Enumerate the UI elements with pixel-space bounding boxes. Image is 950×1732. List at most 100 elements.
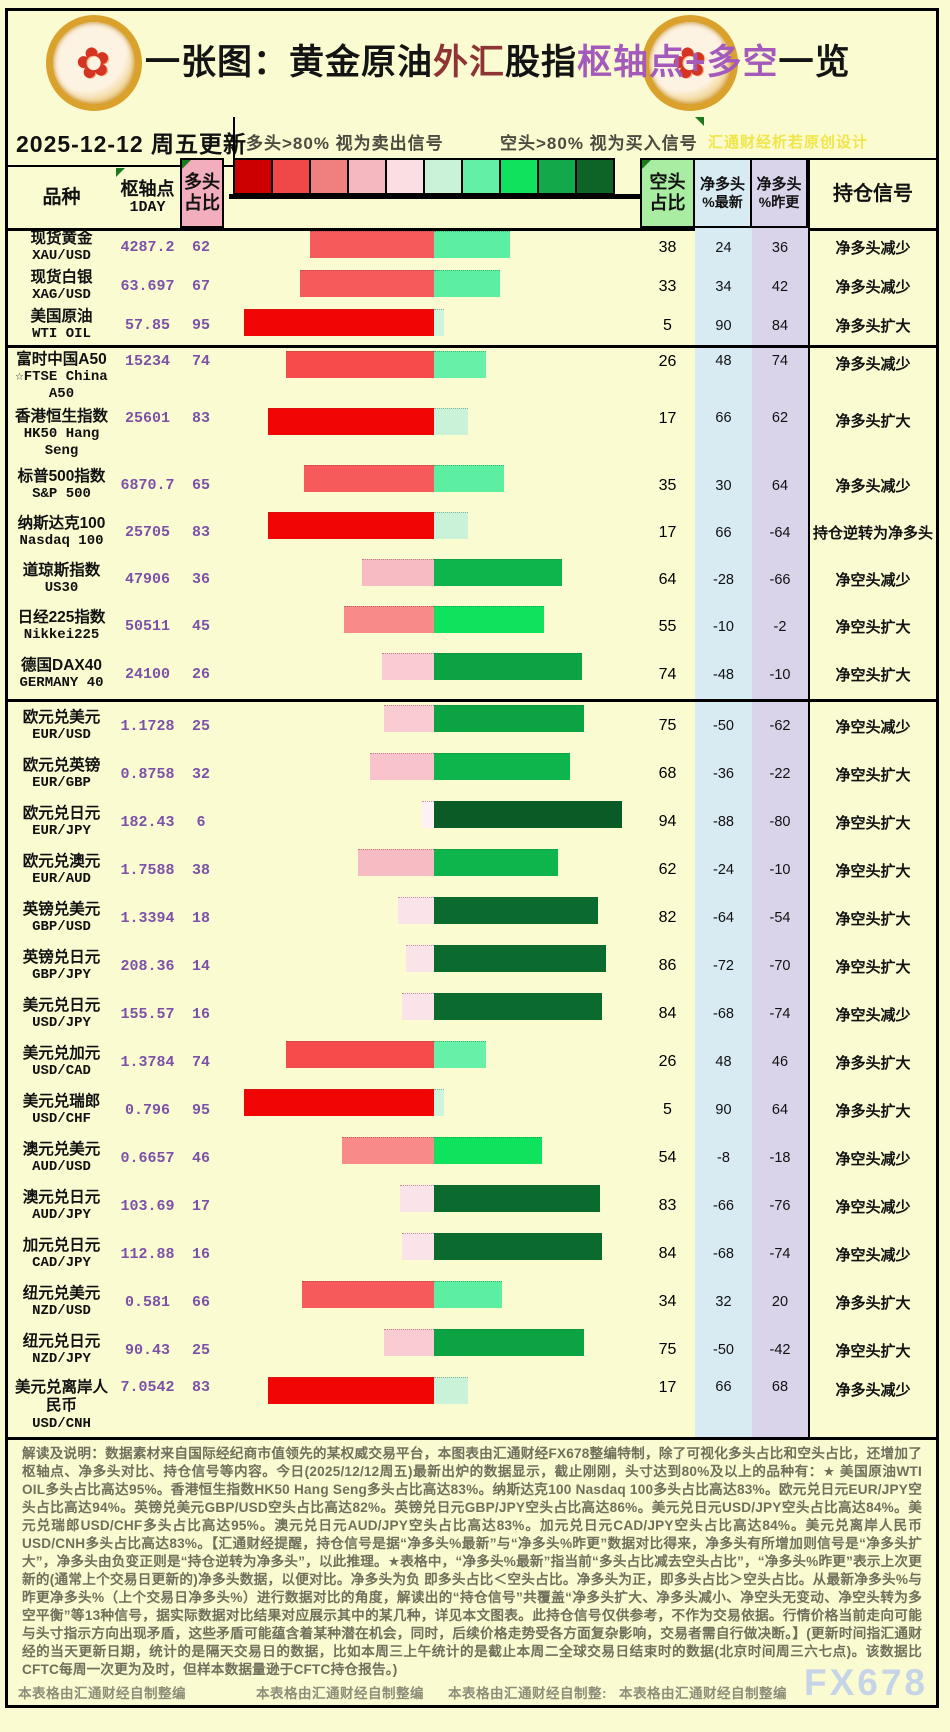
short-percent: 75 xyxy=(658,717,677,734)
pivot-value: 7.0542 xyxy=(120,1379,175,1396)
pivot-value: 4287.2 xyxy=(120,239,175,256)
long-bar xyxy=(344,606,434,633)
long-bar xyxy=(268,512,434,539)
long-short-bar xyxy=(222,1230,640,1278)
instrument-name-line: GBP/JPY xyxy=(32,966,91,983)
net-long-prev: -64 xyxy=(752,509,808,556)
short-signal-hint: 空头>80% 视为买入信号 xyxy=(500,134,698,153)
instrument-name-line: 现货白银 xyxy=(30,269,93,287)
comment-mark-icon xyxy=(116,168,125,177)
long-short-bar xyxy=(222,990,640,1038)
net-long-latest: 90 xyxy=(695,1086,752,1134)
short-bar xyxy=(434,1089,444,1116)
net-long-latest: -8 xyxy=(695,1134,752,1182)
long-short-bar xyxy=(222,556,640,603)
instrument-name: 日经225指数 Nikkei225 xyxy=(8,603,115,650)
long-percent: 83 xyxy=(191,524,210,541)
table-row: 香港恒生指数 HK50 Hang Seng 25601 83 17 66 62 净多… xyxy=(8,405,936,462)
instrument-name-line: Seng xyxy=(44,442,79,459)
instrument-name-line: S&P 500 xyxy=(32,486,91,503)
net-long-prev: -62 xyxy=(752,702,808,750)
long-percent: 26 xyxy=(191,666,210,683)
instrument-name-line: 纽元兑美元 xyxy=(22,1284,101,1302)
pivot-value: 1.3394 xyxy=(120,909,175,927)
credit-text: 本表格由汇通财经自制整编 xyxy=(256,1686,424,1701)
instrument-name-line: USD/CAD xyxy=(32,1062,91,1079)
net-long-prev: -74 xyxy=(752,1230,808,1278)
pivot-value: 103.69 xyxy=(120,1197,175,1215)
short-percent: 34 xyxy=(658,1293,677,1310)
title-segment: 一张图：黄金原油 xyxy=(145,43,434,82)
long-bar xyxy=(244,1089,434,1116)
long-bar xyxy=(402,1233,434,1260)
position-signal: 净多头减少 xyxy=(808,348,936,405)
table-row: 美元兑离岸人 民币 USD/CNH 7.0542 83 17 66 68 净多头减少 xyxy=(8,1374,936,1437)
legend-color-cell xyxy=(309,158,349,195)
pivot-value: 25705 xyxy=(124,524,170,541)
table-row: 纽元兑美元 NZD/USD 0.581 66 34 32 20 净多头扩大 xyxy=(8,1278,936,1326)
net-long-latest: -28 xyxy=(695,556,752,603)
net-long-latest: 24 xyxy=(695,228,752,267)
long-percent: 6 xyxy=(196,813,206,831)
pivot-value: 24100 xyxy=(124,666,170,683)
pivot-value: 6870.7 xyxy=(120,477,175,494)
net-long-prev: 42 xyxy=(752,267,808,306)
legend-color-cell xyxy=(423,158,463,195)
long-short-bar xyxy=(222,702,640,750)
short-percent: 5 xyxy=(663,316,672,334)
instrument-name-line: 英镑兑美元 xyxy=(22,900,101,918)
pivot-value: 182.43 xyxy=(120,813,175,831)
net-long-prev: -76 xyxy=(752,1182,808,1230)
short-percent: 26 xyxy=(658,353,677,370)
title-segment: 一览 xyxy=(778,43,851,82)
short-percent: 94 xyxy=(658,813,677,830)
position-signal: 净空头扩大 xyxy=(808,942,936,990)
instrument-name-line: NZD/JPY xyxy=(32,1350,91,1367)
long-percent: 16 xyxy=(191,1005,210,1023)
short-percent: 74 xyxy=(658,665,677,683)
instrument-name-line: 欧元兑英镑 xyxy=(22,756,101,774)
position-signal: 净多头扩大 xyxy=(808,405,936,462)
instrument-name-line: USD/JPY xyxy=(32,1014,91,1031)
col-header-signal: 持仓信号 xyxy=(808,158,936,228)
instrument-name-line: XAG/USD xyxy=(32,287,91,304)
table-row: 欧元兑澳元 EUR/AUD 1.7588 38 62 -24 -10 净空头扩大 xyxy=(8,846,936,894)
position-signal: 净空头减少 xyxy=(808,1230,936,1278)
short-percent: 17 xyxy=(658,410,677,427)
comment-mark-icon xyxy=(695,117,704,126)
net-long-latest: 48 xyxy=(695,348,752,405)
long-percent: 32 xyxy=(191,765,210,783)
color-scale-legend xyxy=(233,158,615,195)
net-long-prev: 68 xyxy=(752,1374,808,1437)
legend-color-cell xyxy=(271,158,311,195)
fx678-watermark: FX678 xyxy=(803,1662,928,1703)
instrument-name-line: HK50 Hang xyxy=(23,426,100,443)
short-bar xyxy=(434,465,504,492)
col-header-pivot: 枢轴点 1DAY xyxy=(120,178,175,217)
net-long-prev: -70 xyxy=(752,942,808,990)
net-long-latest: 66 xyxy=(695,405,752,462)
long-percent: 65 xyxy=(191,477,210,494)
pivot-value: 0.8758 xyxy=(120,765,175,783)
net-long-latest: -66 xyxy=(695,1182,752,1230)
net-long-latest: -36 xyxy=(695,750,752,798)
instrument-name-line: 欧元兑日元 xyxy=(22,804,101,822)
net-long-latest: 34 xyxy=(695,267,752,306)
table-row: 澳元兑日元 AUD/JPY 103.69 17 83 -66 -76 净空头减少 xyxy=(8,1182,936,1230)
long-percent: 74 xyxy=(191,353,210,370)
position-signal: 净多头扩大 xyxy=(808,1278,936,1326)
short-bar xyxy=(434,309,444,336)
instrument-name-line: 美元兑加元 xyxy=(22,1044,101,1062)
explanation-text: 解读及说明：数据素材来自国际经纪商市值领先的某权威交易平台，本图表由汇通财经FX… xyxy=(8,1437,936,1679)
net-long-latest: -68 xyxy=(695,1230,752,1278)
position-signal: 净多头减少 xyxy=(808,1374,936,1437)
pivot-value: 1.3784 xyxy=(120,1053,175,1071)
instrument-name-line: AUD/USD xyxy=(32,1158,91,1175)
long-bar xyxy=(304,465,434,492)
pivot-value: 208.36 xyxy=(120,957,175,975)
long-short-bar xyxy=(222,1326,640,1374)
long-percent: 25 xyxy=(191,717,210,735)
net-long-prev: -74 xyxy=(752,990,808,1038)
table-row: 美元兑瑞郎 USD/CHF 0.796 95 5 90 64 净多头扩大 xyxy=(8,1086,936,1134)
short-bar xyxy=(434,1137,542,1164)
